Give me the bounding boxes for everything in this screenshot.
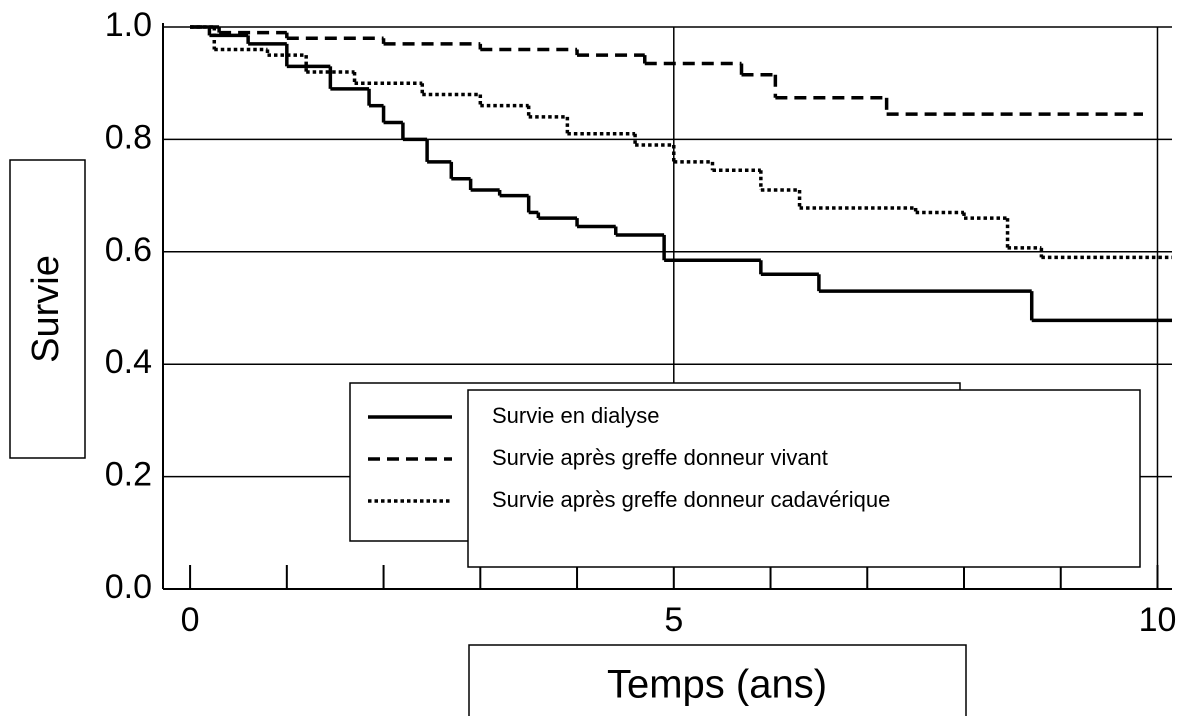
x-axis-label: Temps (ans) [607,663,827,707]
xlabel-box [468,644,967,716]
y-tick-label: 0.8 [105,118,152,156]
y-tick-label: 0.0 [105,568,152,606]
y-tick-label: 1.0 [105,6,152,44]
legend-label: Survie en dialyse [492,403,660,428]
ylabel-box [9,159,86,459]
x-tick-label: 5 [664,601,683,639]
y-tick-label: 0.6 [105,231,152,269]
y-axis-label: Survie [25,255,67,363]
x-tick-label: 10 [1139,601,1177,639]
x-tick-label: 0 [181,601,200,639]
legend-box [467,389,1141,568]
legend-label: Survie après greffe donneur cadavérique [492,487,890,512]
y-tick-label: 0.4 [105,343,152,381]
legend-label: Survie après greffe donneur vivant [492,445,828,470]
y-tick-label: 0.2 [105,456,152,494]
